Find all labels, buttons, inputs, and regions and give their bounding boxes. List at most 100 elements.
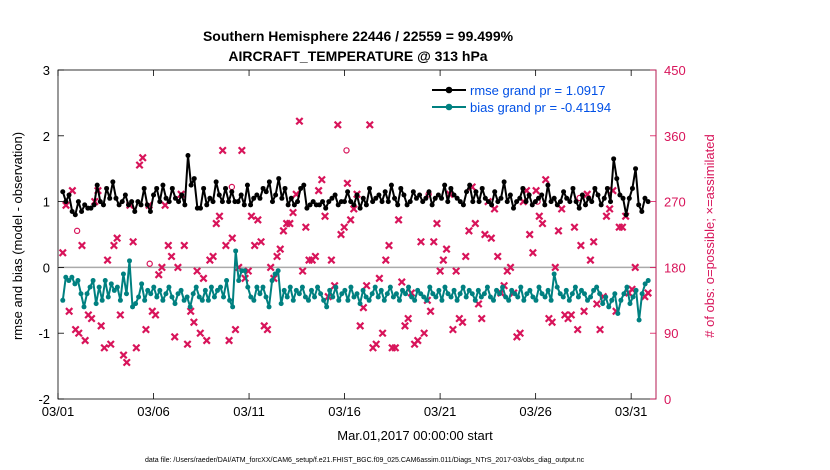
bias-point	[569, 291, 575, 297]
chart-title: Southern Hemisphere 22446 / 22559 = 99.4…	[203, 28, 514, 44]
rmse-point	[335, 202, 341, 208]
rmse-point	[470, 199, 476, 205]
rmse-point	[166, 199, 172, 205]
rmse-point	[304, 205, 310, 211]
data-file-note: data file: /Users/raeder/DAI/ATM_forcXX/…	[145, 457, 585, 464]
rmse-point	[589, 199, 595, 205]
rmse-point	[501, 179, 507, 185]
rmse-point	[473, 189, 479, 195]
rmse-point	[100, 202, 106, 208]
obs-assimilated-point	[442, 245, 451, 254]
rmse-point	[288, 195, 294, 201]
obs-assimilated-point	[279, 226, 288, 235]
obs-assimilated-point	[321, 212, 329, 221]
bias-point	[469, 291, 475, 297]
obs-assimilated-point	[458, 318, 467, 327]
bias-point	[375, 294, 381, 300]
obs-assimilated-point	[596, 325, 605, 334]
rmse-point	[307, 202, 313, 208]
bias-point	[518, 284, 524, 290]
bias-point	[466, 287, 472, 293]
obs-assimilated-point	[202, 336, 211, 345]
bias-point	[275, 268, 281, 274]
bias-point	[248, 294, 254, 300]
rmse-point	[126, 202, 132, 208]
bias-point	[439, 297, 445, 303]
bias-point	[163, 291, 169, 297]
rmse-point	[395, 202, 401, 208]
rmse-point	[104, 185, 110, 191]
bias-point	[484, 284, 490, 290]
obs-assimilated-point	[480, 230, 489, 239]
bias-point	[108, 281, 114, 287]
bias-point	[403, 291, 409, 297]
rmse-point	[567, 199, 573, 205]
bias-point	[487, 294, 493, 300]
rmse-point	[169, 185, 175, 191]
rmse-point	[69, 208, 75, 214]
rmse-point	[219, 199, 225, 205]
rmse-point	[188, 182, 194, 188]
rmse-point	[182, 202, 188, 208]
obs-assimilated-point	[186, 307, 195, 316]
left-tick-label: 2	[43, 129, 50, 144]
rmse-point	[620, 195, 626, 201]
obs-assimilated-point	[567, 310, 576, 319]
rmse-point	[223, 185, 229, 191]
rmse-point	[426, 189, 432, 195]
rmse-point	[479, 185, 485, 191]
bias-point	[609, 297, 615, 303]
obs-assimilated-point	[221, 241, 230, 250]
bias-point	[639, 291, 645, 297]
rmse-point	[329, 195, 335, 201]
legend-rmse-label: rmse grand pr = 1.0917	[470, 83, 606, 98]
rmse-point	[151, 192, 157, 198]
bias-point	[321, 297, 327, 303]
rmse-series	[60, 153, 651, 218]
bias-point	[293, 287, 299, 293]
bias-point	[436, 287, 442, 293]
right-tick-label: 90	[664, 326, 678, 341]
left-tick-label: 0	[43, 260, 50, 275]
obs-assimilated-point	[372, 340, 381, 349]
obs-assimilated-point	[58, 248, 67, 257]
bias-point	[390, 294, 396, 300]
bias-point	[193, 284, 199, 290]
bias-point	[284, 294, 290, 300]
left-tick-label: 1	[43, 195, 50, 210]
bias-point	[312, 294, 318, 300]
obs-assimilated-point	[65, 307, 74, 316]
rmse-point	[611, 156, 617, 162]
bias-point	[263, 294, 269, 300]
obs-assimilated-point	[487, 234, 496, 243]
bias-point	[342, 287, 348, 293]
bias-point	[196, 294, 202, 300]
obs-assimilated-point	[295, 117, 304, 126]
obs-assimilated-point	[250, 241, 259, 250]
rmse-point	[417, 192, 423, 198]
rmse-point	[642, 195, 648, 201]
rmse-point	[457, 199, 463, 205]
rmse-point	[141, 185, 147, 191]
obs-possible-point	[343, 147, 350, 154]
rmse-point	[379, 199, 385, 205]
rmse-point	[273, 192, 279, 198]
bias-point	[512, 291, 518, 297]
rmse-point	[410, 189, 416, 195]
bias-point	[409, 294, 415, 300]
rmse-point	[238, 192, 244, 198]
bias-point	[560, 294, 566, 300]
rmse-point	[251, 195, 257, 201]
rmse-point	[598, 202, 604, 208]
obs-assimilated-point	[199, 274, 208, 283]
bias-point	[123, 291, 129, 297]
obs-assimilated-point	[180, 241, 189, 250]
rmse-point	[614, 176, 620, 182]
rmse-point	[445, 199, 451, 205]
obs-assimilated-point	[228, 234, 237, 243]
bias-point	[533, 297, 539, 303]
bias-point	[372, 284, 378, 290]
obs-assimilated-point	[493, 252, 502, 261]
obs-assimilated-point	[452, 267, 461, 276]
rmse-point	[320, 199, 326, 205]
